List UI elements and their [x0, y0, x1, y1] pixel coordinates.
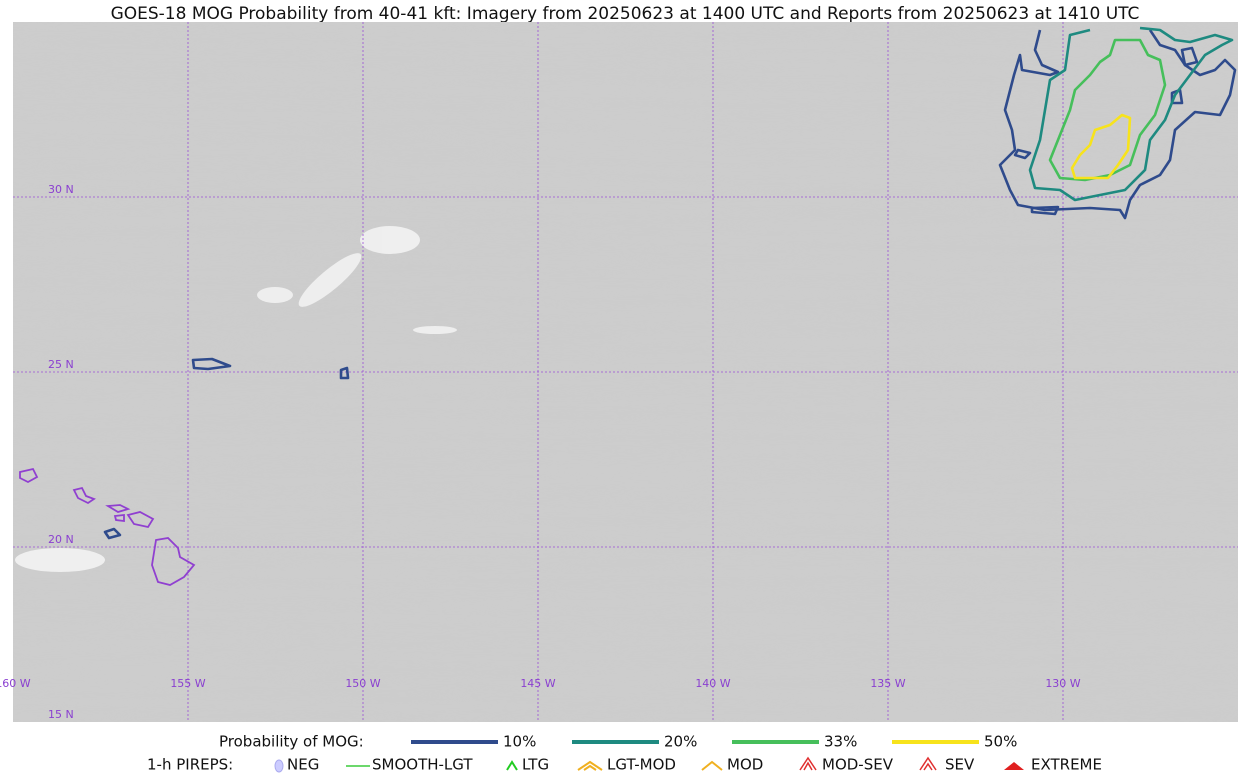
- icon-extreme: [1004, 762, 1024, 770]
- legend-label: LTG: [522, 756, 549, 774]
- icon-sev: [919, 756, 937, 771]
- lon-label: 150 W: [345, 677, 380, 690]
- map: 30 N 25 N 20 N 15 N 160 W 155 W 150 W 14…: [0, 22, 1238, 722]
- mog-contours: [103, 26, 1237, 540]
- legend-title: Probability of MOG:: [219, 733, 364, 751]
- lat-label: 15 N: [48, 708, 74, 721]
- lat-label: 25 N: [48, 358, 74, 371]
- pirep-legend: 1-h PIREPS: NEG SMOOTH-LGT LTG LGT-MOD MOD MO…: [147, 756, 1102, 774]
- legend-label: SEV: [945, 756, 975, 774]
- islands: [19, 467, 196, 586]
- lon-label: 135 W: [870, 677, 905, 690]
- probability-legend: Probability of MOG: 10% 20% 33% 50%: [219, 733, 1017, 751]
- legend-label: 20%: [664, 733, 697, 751]
- title: GOES-18 MOG Probability from 40-41 kft: …: [111, 4, 1140, 24]
- legend-label: 10%: [503, 733, 536, 751]
- icon-mod: [701, 760, 723, 771]
- lon-label: 140 W: [695, 677, 730, 690]
- lon-label: 155 W: [170, 677, 205, 690]
- lon-label: 130 W: [1045, 677, 1080, 690]
- lon-labels: 160 W 155 W 150 W 145 W 140 W 135 W 130 …: [0, 677, 1081, 690]
- legend-label: 33%: [824, 733, 857, 751]
- lat-labels: 30 N 25 N 20 N 15 N: [48, 183, 74, 721]
- lat-label: 30 N: [48, 183, 74, 196]
- legend-label: MOD-SEV: [822, 756, 894, 774]
- graticule: [13, 22, 1238, 722]
- legend-label: LGT-MOD: [607, 756, 676, 774]
- legend-title: 1-h PIREPS:: [147, 756, 233, 774]
- legend-label: MOD: [727, 756, 763, 774]
- legend-label: 50%: [984, 733, 1017, 751]
- icon-mod-sev: [799, 756, 817, 771]
- icon-ltg: [506, 760, 518, 771]
- legend-label: NEG: [287, 756, 319, 774]
- legend-label: SMOOTH-LGT: [372, 756, 473, 774]
- lon-label: 160 W: [0, 677, 31, 690]
- legend-label: EXTREME: [1031, 756, 1102, 774]
- lat-label: 20 N: [48, 533, 74, 546]
- clouds: [15, 226, 457, 572]
- lon-label: 145 W: [520, 677, 555, 690]
- icon-lgt-mod: [577, 760, 603, 771]
- icon-neg: [274, 759, 284, 773]
